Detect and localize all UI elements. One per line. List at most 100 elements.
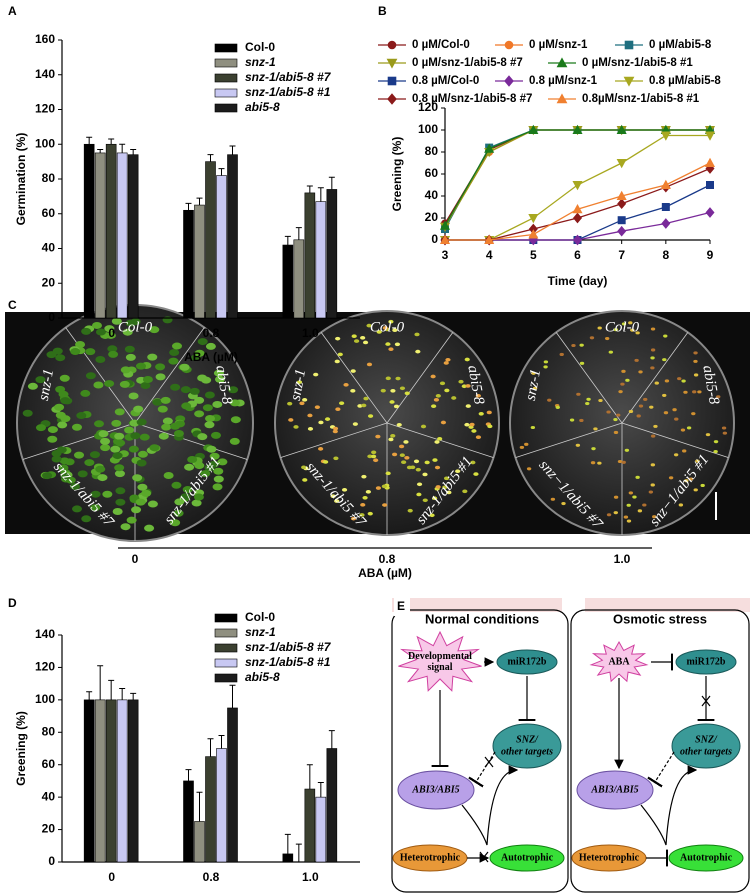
- bar: [293, 239, 305, 319]
- seedling: [674, 417, 679, 421]
- seedling: [591, 447, 596, 451]
- seedling: [350, 516, 357, 521]
- block-mark: [701, 695, 711, 707]
- error-bar: [207, 154, 214, 162]
- seedling: [307, 413, 313, 418]
- error-bar: [86, 691, 93, 700]
- seedling: [682, 449, 687, 453]
- x-tick-label: 6: [574, 248, 581, 262]
- seedling: [403, 440, 409, 444]
- seedling: [201, 376, 212, 384]
- seedling: [579, 361, 585, 365]
- legend-marker: [387, 76, 397, 86]
- seedling: [371, 454, 377, 459]
- error-bar: [196, 197, 203, 206]
- y-tick-label: 100: [35, 692, 55, 706]
- seedling: [597, 461, 602, 465]
- seedling: [404, 455, 410, 460]
- seedling: [130, 432, 141, 440]
- seedling: [114, 464, 125, 472]
- seedling: [628, 491, 634, 495]
- seedling: [94, 420, 105, 428]
- seedling: [194, 349, 205, 357]
- seedling: [626, 519, 632, 523]
- seedling: [136, 418, 147, 426]
- seedling: [478, 411, 484, 416]
- seedling: [194, 410, 205, 418]
- bar: [282, 244, 294, 319]
- x-tick-label: 3: [442, 248, 449, 262]
- bar: [227, 707, 238, 863]
- seedling: [693, 488, 698, 492]
- seedling: [149, 444, 160, 452]
- marker: [572, 124, 583, 134]
- seedling: [125, 353, 136, 361]
- seedling: [74, 451, 85, 459]
- legend-label: 0.8µM/snz-1/abi5-8 #1: [582, 93, 700, 105]
- seedling: [435, 394, 441, 398]
- marker: [617, 216, 626, 225]
- seedling: [213, 475, 224, 483]
- seedling: [213, 369, 224, 377]
- seedling: [422, 498, 428, 503]
- seedling: [616, 413, 621, 417]
- seedling: [341, 488, 348, 492]
- legend-label: 0 µM/snz-1: [529, 39, 588, 51]
- seedling: [391, 452, 398, 457]
- marker: [704, 131, 716, 141]
- seedling: [85, 372, 96, 380]
- seedling: [398, 444, 405, 449]
- seedling: [526, 467, 532, 471]
- bar: [205, 756, 216, 863]
- seedling: [135, 498, 146, 506]
- seedling: [95, 355, 106, 363]
- diagram: E Normal conditions Osmotic stress Devel…: [391, 598, 750, 893]
- seedling: [93, 381, 104, 389]
- seedling: [593, 427, 598, 431]
- node-label: Heterotrophic: [579, 852, 640, 863]
- seedling: [179, 363, 190, 371]
- error-bar: [328, 176, 335, 190]
- seedling: [128, 445, 139, 453]
- seedling: [161, 423, 172, 431]
- seedling: [22, 409, 33, 417]
- seedling: [649, 405, 654, 409]
- legend-swatch: [214, 58, 238, 68]
- legend-label: abi5-8: [245, 100, 280, 114]
- seedling: [451, 396, 457, 400]
- sector-line: [621, 332, 689, 424]
- seedling: [407, 508, 413, 513]
- seedling: [100, 437, 111, 445]
- seedling: [72, 505, 83, 513]
- y-tick-label: 120: [418, 100, 438, 114]
- seedling: [136, 459, 147, 467]
- seedling: [115, 498, 126, 506]
- seedling: [376, 330, 382, 334]
- legend-label: abi5-8: [245, 670, 280, 684]
- legend-label: 0.8 µM/snz-1: [529, 75, 598, 87]
- seedling: [360, 503, 366, 507]
- seedling: [630, 328, 635, 332]
- seedling: [197, 433, 208, 441]
- legend-label: snz-1/abi5-8 #7: [245, 70, 332, 84]
- seedling: [142, 376, 153, 384]
- seedling: [111, 419, 122, 427]
- sector-line: [320, 332, 388, 424]
- sector-label: abi5-8: [699, 364, 722, 406]
- seedling: [693, 373, 699, 377]
- legend-swatch: [214, 628, 238, 638]
- x-tick-label: 0: [108, 326, 115, 340]
- bar: [205, 161, 216, 319]
- marker: [572, 181, 583, 191]
- seedling: [332, 429, 338, 434]
- seedling: [672, 408, 677, 412]
- x-tick-label: 0: [108, 870, 115, 884]
- x-axis-label: ABA (µM): [184, 894, 238, 896]
- legend-marker: [624, 40, 634, 50]
- auto-node: [668, 844, 744, 872]
- seedling: [375, 434, 381, 439]
- seedling: [571, 343, 576, 348]
- seedling: [487, 424, 493, 429]
- seedling: [110, 445, 121, 453]
- y-tick-label: 120: [35, 102, 55, 116]
